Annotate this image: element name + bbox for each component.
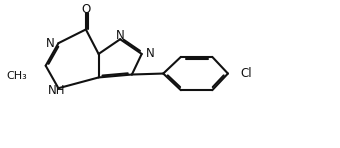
- Text: Cl: Cl: [241, 67, 252, 80]
- Text: NH: NH: [48, 84, 65, 97]
- Text: N: N: [46, 37, 54, 50]
- Text: O: O: [81, 3, 90, 16]
- Text: CH₃: CH₃: [6, 71, 27, 82]
- Text: N: N: [116, 29, 124, 42]
- Text: N: N: [146, 48, 154, 60]
